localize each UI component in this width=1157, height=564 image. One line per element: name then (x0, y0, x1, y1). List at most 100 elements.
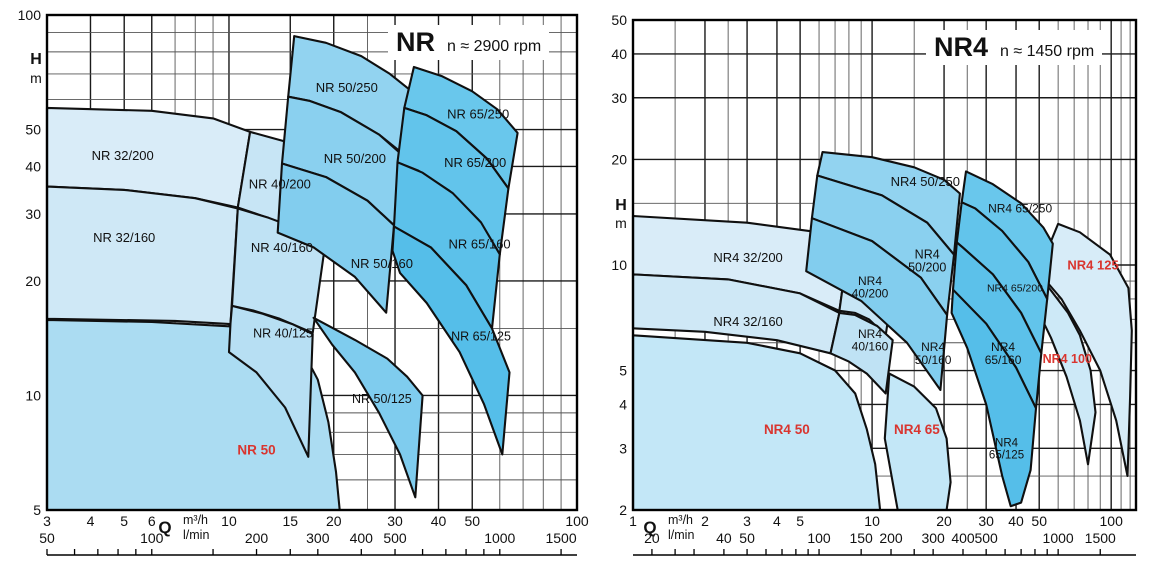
x-tick-m3h: 6 (148, 513, 156, 529)
x-tick-lmin: 500 (383, 530, 407, 546)
y-axis-unit: m (615, 215, 627, 231)
region-label: NR 65/160 (449, 237, 511, 252)
flow-unit-bottom: l/min (183, 528, 209, 542)
region-label: NR4 32/160 (713, 314, 782, 329)
envelope-label: NR4 125 (1067, 258, 1118, 273)
region-label: NR4 65/250 (988, 202, 1052, 216)
region-nr-50-125 (312, 316, 424, 499)
y-axis-label: H (615, 197, 627, 214)
region-nr4-50-160 (805, 217, 949, 392)
y-axis-label: H (30, 51, 42, 68)
x-tick-m3h: 10 (221, 513, 237, 529)
region-label: NR 50/125 (352, 392, 412, 406)
region-label: 65/125 (989, 449, 1024, 461)
x-tick-m3h: 30 (387, 513, 403, 529)
x-tick-lmin: 300 (921, 530, 945, 546)
y-tick-label: 10 (611, 257, 627, 273)
chart-nr: NR 32/200 NR 32/160 NR 40/200 NR 40/160 NR 4… (18, 7, 589, 556)
x-tick-lmin: 1500 (545, 530, 576, 546)
x-tick-lmin: 300 (306, 530, 330, 546)
region-label: NR4 (858, 327, 882, 341)
x-tick-lmin: 200 (245, 530, 269, 546)
region-label: NR 40/125 (253, 326, 313, 340)
region-label: NR 65/125 (451, 330, 511, 344)
envelope-label: NR 50 (237, 442, 275, 457)
flow-axis-label: Q (643, 518, 656, 537)
plot-border (631, 18, 1138, 512)
x-tick-m3h: 30 (978, 513, 994, 529)
region-label: 50/200 (908, 260, 946, 274)
region-nr-40-125 (227, 304, 314, 458)
region-nr-32-160 (45, 185, 239, 326)
region-label: NR 65/200 (444, 155, 506, 170)
region-label: NR4 (858, 274, 882, 288)
flow-unit-top: m³/h (183, 513, 208, 527)
region-nr-65-125 (391, 225, 511, 456)
x-tick-m3h: 40 (431, 513, 447, 529)
y-tick-label: 3 (619, 440, 627, 456)
region-label: NR4 50/250 (891, 174, 960, 189)
region-envelope-nr4-50 (631, 334, 882, 512)
y-tick-label: 50 (611, 12, 627, 28)
region-label: 40/160 (852, 340, 889, 354)
region-label: NR 50/200 (324, 151, 386, 166)
region-label: NR4 65/200 (987, 283, 1043, 295)
x-tick-lmin: 150 (849, 530, 873, 546)
x-tick-m3h: 50 (1031, 513, 1047, 529)
region-label: NR4 (915, 247, 940, 261)
x-tick-m3h: 100 (1100, 513, 1124, 529)
x-tick-lmin: 400 (951, 530, 975, 546)
x-tick-m3h: 10 (864, 513, 880, 529)
y-tick-label: 10 (25, 387, 41, 403)
y-tick-label: 5 (619, 363, 627, 379)
y-tick-label: 40 (25, 158, 41, 174)
x-tick-m3h: 15 (282, 513, 298, 529)
y-tick-label: 100 (18, 7, 42, 23)
region-label: NR4 (995, 437, 1019, 449)
envelope-label: NR4 50 (764, 422, 810, 437)
region-label: NR 32/200 (92, 148, 154, 163)
region-label: NR4 (921, 340, 945, 354)
chart-title-nr: NR n ≈ 2900 rpm (388, 25, 550, 60)
y-tick-label: 30 (25, 206, 41, 222)
x-tick-m3h: 4 (87, 513, 95, 529)
series-speed: n ≈ 2900 rpm (447, 38, 542, 55)
y-tick-label: 20 (25, 273, 41, 289)
y-tick-label: 40 (611, 46, 627, 62)
y-tick-label: 2 (619, 502, 627, 518)
x-tick-m3h: 1 (629, 513, 637, 529)
x-tick-lmin: 1000 (1043, 530, 1074, 546)
region-label: 50/160 (915, 353, 952, 367)
y-axis-unit: m (30, 70, 42, 86)
y-tick-label: 5 (33, 502, 41, 518)
x-tick-lmin: 100 (140, 530, 164, 546)
flow-axis-label: Q (158, 518, 171, 537)
flow-unit-top: m³/h (668, 513, 693, 527)
region-label: NR4 (991, 340, 1015, 354)
region-label: NR 50/160 (351, 256, 413, 271)
y-tick-label: 4 (619, 396, 627, 412)
series-speed: n ≈ 1450 rpm (1000, 43, 1095, 60)
envelope-label: NR4 65 (894, 422, 940, 437)
x-tick-lmin: 100 (807, 530, 831, 546)
x-tick-lmin: 40 (716, 530, 732, 546)
plot-border (45, 13, 579, 512)
x-tick-m3h: 4 (773, 513, 781, 529)
y-tick-label: 50 (25, 122, 41, 138)
x-tick-m3h: 5 (120, 513, 128, 529)
region-nr-50-160 (276, 162, 396, 314)
series-name: NR4 (934, 32, 989, 62)
region-label: NR 50/250 (316, 80, 378, 95)
x-tick-m3h: 50 (464, 513, 480, 529)
flow-unit-bottom: l/min (668, 528, 694, 542)
x-tick-m3h: 3 (43, 513, 51, 529)
region-label: NR 40/200 (249, 176, 311, 191)
x-tick-m3h: 40 (1008, 513, 1024, 529)
x-tick-lmin: 20 (644, 530, 660, 546)
x-tick-lmin: 400 (350, 530, 374, 546)
x-tick-m3h: 5 (796, 513, 804, 529)
x-tick-m3h: 3 (743, 513, 751, 529)
region-nr4-40-160 (829, 311, 894, 395)
